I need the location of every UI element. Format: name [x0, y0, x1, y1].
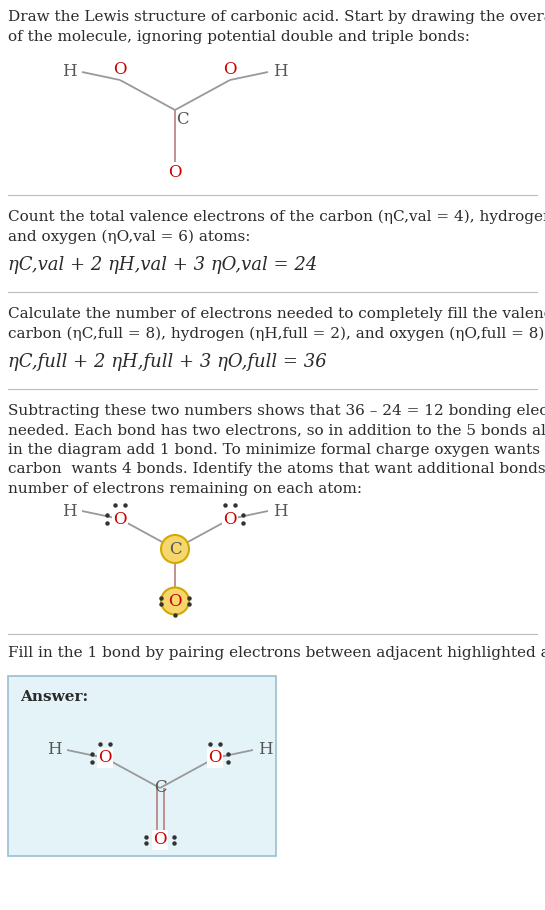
Text: H: H	[273, 502, 288, 520]
Text: C: C	[154, 780, 166, 796]
Text: C: C	[176, 111, 189, 128]
Text: O: O	[168, 164, 181, 181]
Text: H: H	[62, 64, 77, 80]
Text: O: O	[98, 750, 112, 766]
Text: O: O	[113, 511, 127, 528]
Text: O: O	[168, 592, 181, 610]
Text: ηC,full + 2 ηH,full + 3 ηO,full = 36: ηC,full + 2 ηH,full + 3 ηO,full = 36	[8, 353, 327, 371]
Text: Draw the Lewis structure of carbonic acid. Start by drawing the overall structur: Draw the Lewis structure of carbonic aci…	[8, 10, 545, 44]
Text: H: H	[258, 742, 272, 759]
Text: H: H	[273, 64, 288, 80]
Text: Calculate the number of electrons needed to completely fill the valence shells f: Calculate the number of electrons needed…	[8, 307, 545, 341]
Text: Count the total valence electrons of the carbon (ηC,val = 4), hydrogen (ηH,val =: Count the total valence electrons of the…	[8, 210, 545, 245]
Text: Answer:: Answer:	[20, 690, 88, 704]
Text: H: H	[62, 502, 77, 520]
Text: ηC,val + 2 ηH,val + 3 ηO,val = 24: ηC,val + 2 ηH,val + 3 ηO,val = 24	[8, 256, 317, 274]
Text: Fill in the 1 bond by pairing electrons between adjacent highlighted atoms:: Fill in the 1 bond by pairing electrons …	[8, 646, 545, 660]
Text: O: O	[113, 61, 127, 78]
Text: O: O	[223, 61, 237, 78]
Ellipse shape	[161, 588, 189, 614]
Text: O: O	[208, 750, 222, 766]
Text: Subtracting these two numbers shows that 36 – 24 = 12 bonding electrons are
need: Subtracting these two numbers shows that…	[8, 404, 545, 496]
Ellipse shape	[161, 535, 189, 563]
Text: H: H	[47, 742, 62, 759]
Text: O: O	[223, 511, 237, 528]
FancyBboxPatch shape	[8, 676, 276, 856]
Text: O: O	[153, 832, 167, 848]
Text: C: C	[169, 541, 181, 558]
